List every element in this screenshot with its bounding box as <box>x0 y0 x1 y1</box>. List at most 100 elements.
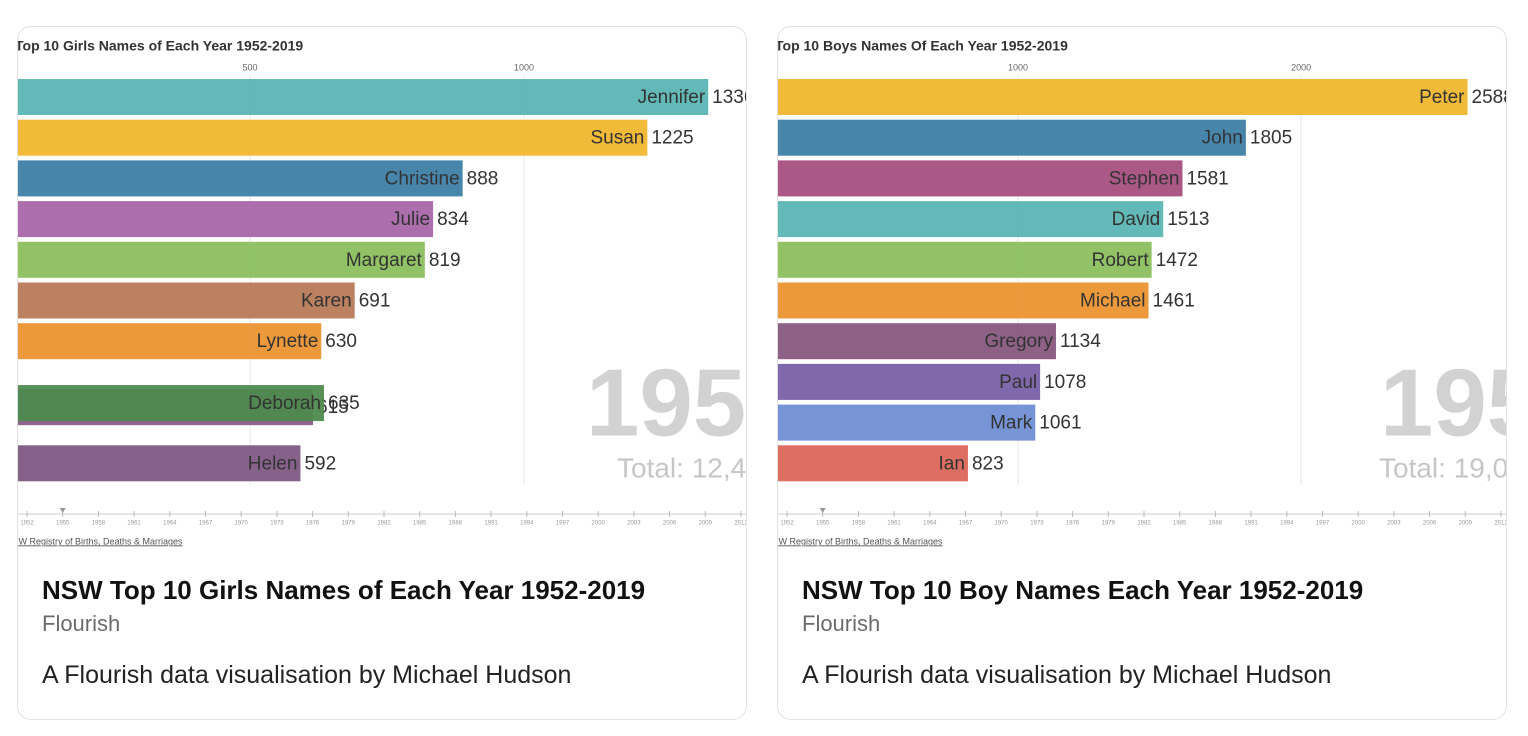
card-description: A Flourish data visualisation by Michael… <box>802 661 1332 689</box>
bar <box>778 160 1183 197</box>
bar-name: David <box>1112 209 1161 230</box>
bar-value: 823 <box>972 453 1004 474</box>
timeline-label: 1970 <box>995 521 1009 527</box>
timeline-label: 2006 <box>1423 521 1437 527</box>
bar-name: Christine <box>385 168 460 189</box>
bar <box>778 445 968 482</box>
bar-name: Lynette <box>257 331 319 352</box>
timeline-marker <box>819 508 826 513</box>
timeline-label: 1955 <box>56 521 70 527</box>
bar <box>778 363 1041 400</box>
bar <box>18 160 463 197</box>
bar <box>18 79 709 115</box>
bar <box>778 79 1468 115</box>
timeline-label: 2000 <box>592 521 606 527</box>
bar <box>778 282 1149 319</box>
bar-value: 1225 <box>651 128 693 149</box>
bar-name: Margaret <box>346 250 423 271</box>
timeline-label: 2003 <box>1387 521 1401 527</box>
timeline-label: 1976 <box>306 521 320 527</box>
timeline-label: 1982 <box>377 521 391 527</box>
bar-value: 1461 <box>1153 291 1195 312</box>
total-label: Total: 19,0 <box>1379 452 1506 483</box>
timeline-label: 1961 <box>887 521 901 527</box>
bar-value: 1336 <box>712 87 746 108</box>
chart: Top 10 Boys Names Of Each Year 1952-2019… <box>778 38 1506 546</box>
bar-name: Michael <box>1080 291 1145 312</box>
timeline-label: 1964 <box>923 521 937 527</box>
card-title[interactable]: NSW Top 10 Girls Names of Each Year 1952… <box>42 575 646 605</box>
card-description: A Flourish data visualisation by Michael… <box>42 661 572 689</box>
bar <box>18 385 325 422</box>
bar-name: Paul <box>999 372 1037 393</box>
bar <box>18 241 425 278</box>
link-card[interactable]: Top 10 Boys Names Of Each Year 1952-2019… <box>777 26 1507 720</box>
timeline-label: 2009 <box>699 521 713 527</box>
timeline-label: 1979 <box>342 521 356 527</box>
timeline-label: 1970 <box>235 521 249 527</box>
chart-source: NSW Registry of Births, Deaths & Marriag… <box>18 536 183 546</box>
bar-value: 1078 <box>1044 372 1086 393</box>
timeline-label: 1988 <box>1209 521 1223 527</box>
bar-value: 1805 <box>1250 128 1292 149</box>
bar-name: Deborah <box>248 393 321 414</box>
timeline-label: 1967 <box>199 521 213 527</box>
x-tick-label: 500 <box>243 62 258 72</box>
timeline-label: 1952 <box>20 521 34 527</box>
bar-name: Jennifer <box>638 87 706 108</box>
card-title[interactable]: NSW Top 10 Boy Names Each Year 1952-2019 <box>802 575 1364 605</box>
timeline-label: 1997 <box>556 521 570 527</box>
bar <box>778 241 1152 278</box>
timeline-label: 2012 <box>1494 521 1506 527</box>
bar-value: 1472 <box>1156 250 1198 271</box>
card-site: Flourish <box>42 611 121 636</box>
chart-source: NSW Registry of Births, Deaths & Marriag… <box>778 536 943 546</box>
bar-name: John <box>1202 128 1243 149</box>
timeline-label: 2006 <box>663 521 677 527</box>
bar-name: Helen <box>248 453 298 474</box>
timeline-label: 1958 <box>852 521 866 527</box>
bar <box>778 404 1036 441</box>
timeline-label: 1973 <box>270 521 284 527</box>
bar-name: Susan <box>590 128 644 149</box>
timeline-label: 1994 <box>1280 521 1294 527</box>
year-watermark: 1955 <box>586 349 746 456</box>
bar-name: Stephen <box>1109 168 1180 189</box>
link-card[interactable]: Top 10 Girls Names of Each Year 1952-201… <box>17 26 747 720</box>
bar-value: 1513 <box>1167 209 1209 230</box>
timeline-label: 2009 <box>1459 521 1473 527</box>
chart-title: Top 10 Boys Names Of Each Year 1952-2019 <box>778 38 1068 54</box>
bar-name: Peter <box>1419 87 1465 108</box>
timeline-marker <box>59 508 66 513</box>
timeline-label: 1991 <box>484 521 498 527</box>
bar-name: Mark <box>990 413 1033 434</box>
bar-name: Julie <box>391 209 430 230</box>
chart: Top 10 Girls Names of Each Year 1952-201… <box>18 38 746 546</box>
timeline-label: 1961 <box>127 521 141 527</box>
timeline-label: 1973 <box>1030 521 1044 527</box>
bar <box>778 119 1246 156</box>
bar-value: 635 <box>328 393 360 414</box>
timeline-label: 1964 <box>163 521 177 527</box>
bar-value: 834 <box>437 209 469 230</box>
bar-value: 691 <box>359 291 391 312</box>
bar-value: 1061 <box>1039 413 1081 434</box>
total-label: Total: 12,4 <box>617 452 746 483</box>
bar <box>778 323 1056 360</box>
bar-value: 888 <box>467 168 499 189</box>
timeline-label: 1991 <box>1244 521 1258 527</box>
timeline-label: 1958 <box>92 521 106 527</box>
timeline-label: 1997 <box>1316 521 1330 527</box>
timeline-label: 1952 <box>780 521 794 527</box>
timeline-label: 2000 <box>1352 521 1366 527</box>
bar-value: 592 <box>304 453 336 474</box>
bar <box>18 201 434 238</box>
timeline-label: 1994 <box>520 521 534 527</box>
bar-name: Ian <box>939 453 965 474</box>
x-tick-label: 1000 <box>514 62 534 72</box>
bar-value: 1581 <box>1186 168 1228 189</box>
bar-value: 615 <box>317 397 349 418</box>
x-tick-label: 1000 <box>1008 62 1028 72</box>
timeline-label: 1976 <box>1066 521 1080 527</box>
